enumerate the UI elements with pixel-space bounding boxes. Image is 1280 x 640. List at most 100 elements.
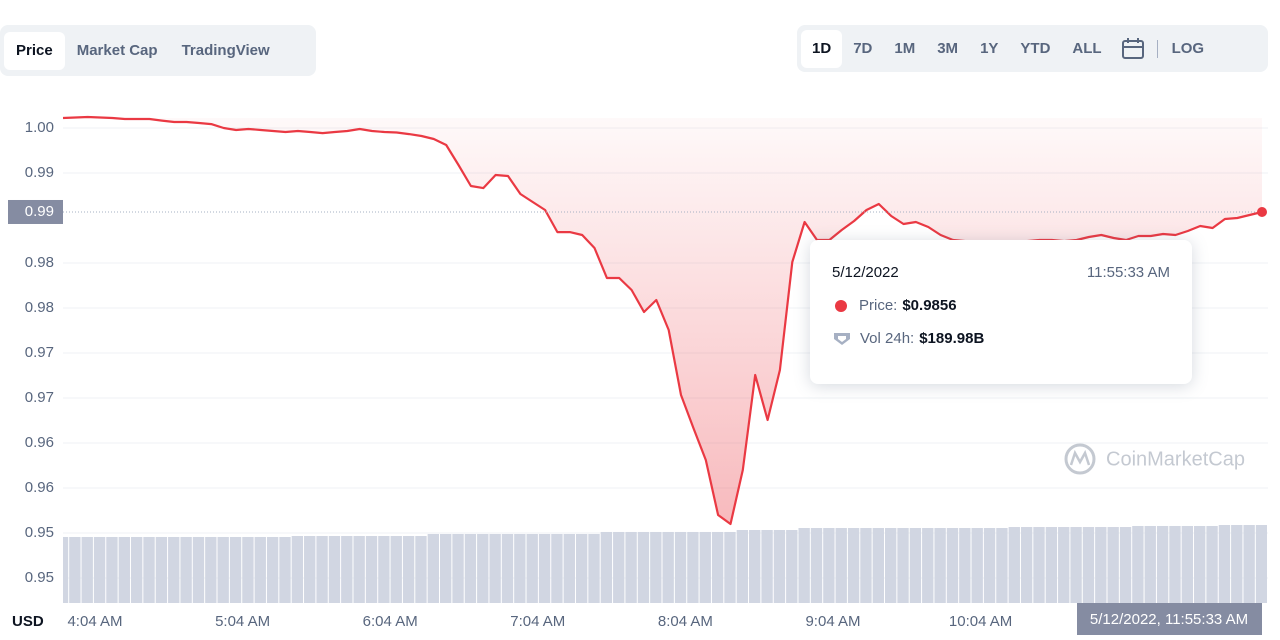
range-button[interactable]: ALL [1072,39,1102,57]
volume-bar [625,531,637,603]
volume-bar [1132,525,1144,603]
volume-bar [440,533,452,603]
volume-bar [118,536,130,603]
volume-bar [1255,525,1267,603]
tooltip-date: 5/12/2022 [832,264,899,281]
volume-bar [1020,527,1033,603]
crosshair-label: 5/12/2022, 11:55:33 AM [1090,611,1248,628]
range-button[interactable]: 3M [937,39,959,57]
volume-bar [897,528,909,603]
log-button[interactable]: LOG [1171,39,1205,57]
volume-bar [106,536,118,603]
y-tick-label: 0.95 [25,524,54,541]
y-tick-label: 0.96 [25,479,54,496]
volume-bar [872,528,884,603]
tab[interactable]: Price [4,31,65,70]
x-tick-label: 9:04 AM [805,613,860,630]
volume-bar [1095,527,1107,603]
y-tick-label: 0.99 [25,164,54,181]
volume-bar [81,536,93,603]
volume-bar [835,528,847,603]
volume-bar [959,528,971,603]
range-button[interactable]: 1Y [980,39,999,57]
volume-bar [353,536,365,603]
tooltip: 5/12/2022 11:55:33 AM Price: $0.9856 Vol… [810,240,1192,384]
volume-bar [650,531,662,603]
price-area [63,117,1262,524]
tab-group: Price Market Cap TradingView [0,25,316,76]
volume-bar [130,536,143,603]
current-price-label: 0.99 [25,203,54,220]
volume-bar [1169,525,1181,603]
tooltip-price-row: Price: $0.9856 [832,297,1170,314]
volume-bar [860,528,872,603]
tooltip-volume: $189.98B [919,330,985,347]
volume-bar [1218,525,1231,603]
volume-bar [1194,525,1206,603]
y-tick-label: 1.00 [25,119,54,136]
volume-bar [983,528,996,603]
volume-bar [402,536,415,603]
volume-bar [637,531,650,603]
volume-bar [155,536,168,603]
volume-bar [563,533,575,603]
tooltip-price-label: Price: [859,297,898,314]
current-price-dot [1257,206,1267,217]
volume-bar [922,528,934,603]
volume-bar [909,528,922,603]
volume-bar [1119,527,1132,603]
watermark-text: CoinMarketCap [1106,448,1245,470]
volume-bar [1144,525,1156,603]
volume-bar [63,536,69,603]
x-tick-label: 8:04 AM [658,613,713,630]
volume-bar [711,531,724,603]
volume-bar [242,536,254,603]
volume-bar [1058,527,1070,603]
y-tick-label: 0.96 [25,434,54,451]
volume-bar [1107,527,1119,603]
volume-bar [600,531,613,603]
volume-bar [501,533,514,603]
volume-bar [1231,525,1243,603]
volume-bar [724,531,736,603]
volume-bar [736,530,749,603]
x-tick-label: 4:04 AM [67,613,122,630]
volume-bar [996,528,1008,603]
y-tick-label: 0.95 [25,569,54,586]
range-button[interactable]: YTD [1020,39,1051,57]
volume-bar [1181,525,1194,603]
volume-bar [390,536,402,603]
tooltip-volume-row: Vol 24h: $189.98B [832,330,1170,347]
volume-bar [316,536,328,603]
y-axis-label: USD [12,613,44,630]
volume-bar [217,536,229,603]
volume-bar [143,536,155,603]
volume-bar [575,533,588,603]
volume-bar [662,531,674,603]
range-button[interactable]: 7D [853,39,873,57]
volume-bar [304,536,316,603]
volume-bar [1045,527,1058,603]
tab[interactable]: TradingView [181,41,270,59]
volume-bar [328,536,341,603]
price-dot [835,299,847,312]
range-button[interactable]: 1D [801,29,843,68]
volume-bar [69,536,81,603]
volume-bar [180,536,192,603]
x-tick-label: 6:04 AM [363,613,418,630]
volume-bar [192,536,205,603]
range-group: 1D 7D 1M 3M 1Y YTD ALL LOG [797,25,1268,72]
volume-bar [551,533,563,603]
volume-bar [699,531,711,603]
tab[interactable]: Market Cap [76,41,158,59]
volume-bar [1033,527,1045,603]
volume-bar [773,530,786,603]
range-button[interactable]: 1M [894,39,916,57]
volume-bar [946,528,959,603]
volume-bar [1008,527,1020,603]
volume-bar [378,536,390,603]
calendar-button[interactable] [1113,37,1153,61]
y-tick-label: 0.97 [25,344,54,361]
volume-bar [291,536,304,603]
